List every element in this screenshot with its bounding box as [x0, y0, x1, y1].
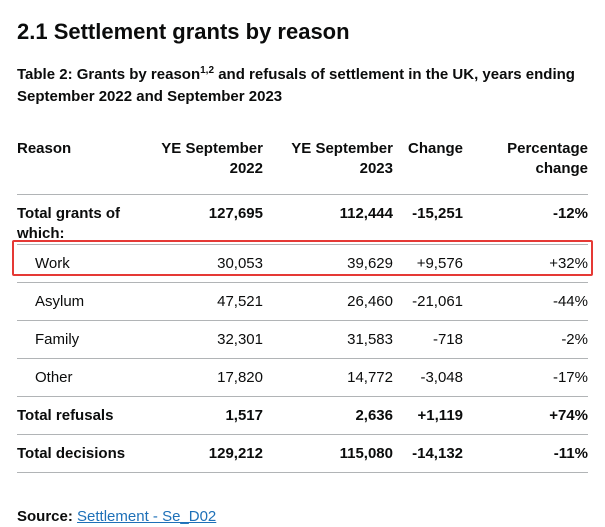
cell-change: -718	[432, 330, 463, 348]
cell-ye2022: 30,053	[217, 254, 263, 272]
cell-reason: Total refusals	[17, 406, 114, 424]
cell-change: -3,048	[420, 368, 463, 386]
table-row: Other 17,820 14,772 -3,048 -17%	[17, 359, 588, 397]
cell-ye2023: 31,583	[347, 330, 393, 348]
cell-ye2023: 39,629	[347, 254, 393, 272]
cell-ye2022: 129,212	[208, 444, 263, 462]
cell-percentage-change: -44%	[552, 292, 588, 310]
table-row: Work 30,053 39,629 +9,576 +32%	[17, 245, 588, 283]
cell-ye2022: 47,521	[217, 292, 263, 310]
cell-percentage-change: +74%	[549, 406, 588, 424]
cell-ye2023: 115,080	[339, 444, 393, 462]
cell-ye2022: 17,820	[217, 368, 263, 386]
source-line: Source: Settlement - Se_D02	[17, 507, 588, 527]
header-percentage-change: Percentage change	[507, 140, 588, 177]
caption-footnote-ref: 1,2	[200, 65, 215, 76]
caption-prefix: Table 2: Grants by reason	[17, 66, 201, 83]
table-header-row: Reason YE September 2022 YE September 20…	[17, 135, 588, 195]
cell-percentage-change: -17%	[552, 368, 588, 386]
cell-change: -14,132	[412, 444, 463, 462]
cell-ye2023: 26,460	[347, 292, 393, 310]
grants-table: Reason YE September 2022 YE September 20…	[17, 135, 588, 473]
table-row: Total refusals 1,517 2,636 +1,119 +74%	[17, 397, 588, 435]
cell-reason: Asylum	[35, 292, 85, 310]
cell-percentage-change: -2%	[561, 330, 588, 348]
source-label: Source:	[17, 508, 73, 525]
source-link[interactable]: Settlement - Se_D02	[77, 508, 217, 525]
cell-ye2022: 32,301	[217, 330, 263, 348]
table-row: Total grants of which: 127,695 112,444 -…	[17, 195, 588, 245]
table-caption: Table 2: Grants by reason1,2 and refusal…	[17, 64, 577, 108]
table-row: Total decisions 129,212 115,080 -14,132 …	[17, 435, 588, 473]
cell-percentage-change: -12%	[552, 205, 588, 222]
cell-percentage-change: +32%	[549, 254, 588, 272]
cell-ye2023: 112,444	[339, 205, 393, 222]
page-heading: 2.1 Settlement grants by reason	[17, 19, 350, 44]
caption-suffix: and refusals of settlement in the UK, ye…	[17, 66, 575, 105]
cell-reason: Family	[35, 330, 80, 348]
cell-ye2023: 2,636	[355, 406, 393, 424]
cell-percentage-change: -11%	[553, 444, 588, 462]
table-row: Asylum 47,521 26,460 -21,061 -44%	[17, 283, 588, 321]
cell-ye2022: 1,517	[225, 406, 263, 424]
table-wrapper: Reason YE September 2022 YE September 20…	[12, 135, 593, 473]
header-ye2023: YE September 2023	[291, 140, 393, 177]
header-ye2022: YE September 2022	[161, 140, 263, 177]
header-reason: Reason	[17, 140, 72, 157]
cell-change: +1,119	[417, 406, 463, 424]
cell-reason: Total decisions	[17, 444, 126, 462]
cell-change: +9,576	[416, 254, 463, 272]
cell-change: -21,061	[412, 292, 463, 310]
cell-reason: Total grants of which:	[17, 205, 121, 242]
cell-ye2022: 127,695	[208, 205, 263, 222]
cell-change: -15,251	[412, 205, 463, 222]
header-change: Change	[407, 140, 463, 157]
table-row: Family 32,301 31,583 -718 -2%	[17, 321, 588, 359]
cell-reason: Work	[35, 254, 70, 272]
cell-reason: Other	[35, 368, 73, 386]
cell-ye2023: 14,772	[347, 368, 393, 386]
